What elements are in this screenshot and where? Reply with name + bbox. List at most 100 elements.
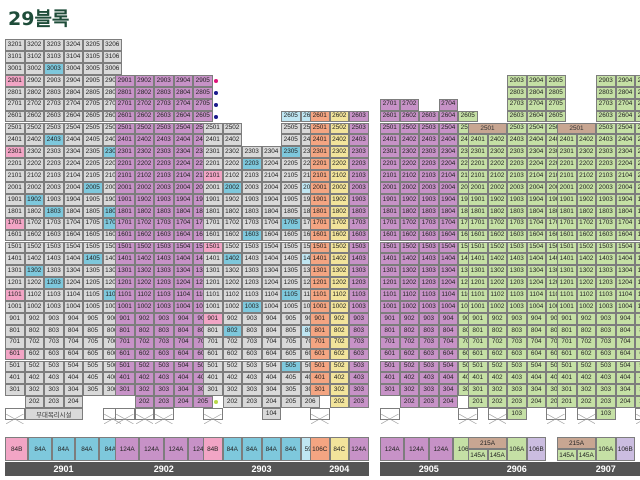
unit-cell: 1304: [526, 265, 546, 278]
unit-cell: 501: [310, 360, 330, 373]
unit-cell: 1305: [635, 265, 640, 278]
unit-cell: 2301: [468, 146, 488, 159]
unit-cell: 404: [173, 372, 193, 385]
unit-cell: 402: [222, 372, 242, 385]
unit-cell: 2304: [526, 146, 546, 159]
unit-cell: 501: [557, 360, 577, 373]
unit-cell: 2002: [399, 182, 419, 194]
unit-cell: 902: [134, 312, 154, 325]
unit-cell: 2503: [44, 122, 64, 135]
unit-cell: 2605: [83, 110, 103, 123]
unit-cell: 2405: [83, 134, 103, 147]
unit-cell: 805: [83, 324, 103, 337]
unit-cell: 1704: [173, 217, 193, 230]
unit-cell: 1505: [83, 241, 103, 254]
unit-cell: 502: [487, 360, 507, 373]
unit-cell: 403: [419, 372, 439, 385]
unit-cell: 204: [173, 396, 193, 409]
unit-cell: 602: [329, 348, 349, 361]
unit-cell: 2803: [44, 86, 64, 99]
unit-cell: 2505: [281, 122, 301, 135]
unit-cell: 304: [63, 384, 83, 397]
unit-cell: 2601: [115, 110, 135, 123]
unit-cell: 2303: [349, 146, 369, 159]
unit-cell: 801: [5, 324, 25, 337]
unit-cell: 2905: [635, 74, 640, 87]
unit-cell: 2302: [134, 146, 154, 159]
unit-cell: 2401: [115, 134, 135, 147]
unit-cell: 1503: [154, 241, 174, 254]
unit-cell: 1703: [349, 217, 369, 230]
unit-cell: 2504: [526, 122, 546, 135]
unit-cell: 2403: [596, 134, 616, 147]
unit-cell: 1603: [154, 229, 174, 242]
crossed-cell: [5, 408, 25, 425]
unit-cell: 2003: [242, 182, 262, 194]
unit-cell: 2301: [203, 146, 223, 159]
unit-cell: 902: [329, 312, 349, 325]
unit-cell: 303: [349, 384, 369, 397]
unit-cell: 605: [281, 348, 301, 361]
unit-cell: 1604: [173, 229, 193, 242]
unit-cell: 2103: [154, 170, 174, 182]
unit-cell: 304: [173, 384, 193, 397]
unit-cell: 2203: [349, 158, 369, 171]
unit-cell: 3205: [83, 39, 103, 52]
unit-cell: 905: [281, 312, 301, 325]
unit-cell: 605: [83, 348, 103, 361]
unit-cell: 1001: [203, 301, 223, 313]
unit-cell: 401: [115, 372, 135, 385]
unit-cell: 802: [576, 324, 596, 337]
unit-cell: 1604: [438, 229, 458, 242]
unit-cell: 2605: [546, 110, 566, 123]
unit-cell: 2805: [83, 86, 103, 99]
unit-cell: 2805: [193, 86, 213, 99]
unit-cell: 1804: [261, 205, 281, 218]
unit-type-215A: 215A: [468, 437, 507, 449]
unit-cell: 304: [526, 384, 546, 397]
unit-cell: 2904: [63, 74, 83, 87]
unit-cell: 1604: [261, 229, 281, 242]
unit-cell: 1404: [526, 253, 546, 266]
unit-cell: 2201: [5, 158, 25, 171]
unit-cell: 2002: [222, 182, 242, 194]
unit-cell: 305: [635, 384, 640, 397]
unit-cell: 301: [557, 384, 577, 397]
unit-cell: 2005: [635, 182, 640, 194]
unit-cell: 1105: [281, 289, 301, 301]
unit-cell: 905: [83, 312, 103, 325]
unit-cell: 1202: [24, 277, 44, 290]
unit-cell: 1302: [329, 265, 349, 278]
crossed-cell: [635, 408, 640, 425]
unit-cell: 1802: [576, 205, 596, 218]
unit-cell: 1702: [222, 217, 242, 230]
unit-cell: 1003: [507, 301, 527, 313]
unit-cell: 202: [134, 396, 154, 409]
unit-cell: 1102: [576, 289, 596, 301]
unit-cell: 2503: [419, 122, 439, 135]
unit-cell: 2403: [154, 134, 174, 147]
unit-cell: 701: [380, 336, 400, 349]
unit-cell: 3106: [102, 51, 122, 63]
unit-cell: 1304: [63, 265, 83, 278]
unit-cell: 1702: [399, 217, 419, 230]
unit-cell: 2402: [399, 134, 419, 147]
unit-cell: 1302: [399, 265, 419, 278]
unit-cell: 2502: [134, 122, 154, 135]
unit-cell: 1502: [24, 241, 44, 254]
unit-cell: 401: [468, 372, 488, 385]
unit-cell: 1505: [281, 241, 301, 254]
unit-cell: 1403: [242, 253, 262, 266]
unit-cell: 2003: [419, 182, 439, 194]
unit-type-124A: 124A: [380, 437, 405, 461]
unit-cell: 1503: [242, 241, 262, 254]
unit-cell: 2204: [63, 158, 83, 171]
unit-cell: 3202: [24, 39, 44, 52]
unit-cell: 1102: [24, 289, 44, 301]
unit-cell: 704: [526, 336, 546, 349]
unit-cell: 2204: [526, 158, 546, 171]
unit-cell: 1104: [526, 289, 546, 301]
unit-cell: 2201: [115, 158, 135, 171]
unit-cell: 1901: [468, 193, 488, 206]
unit-cell: 1805: [83, 205, 103, 218]
